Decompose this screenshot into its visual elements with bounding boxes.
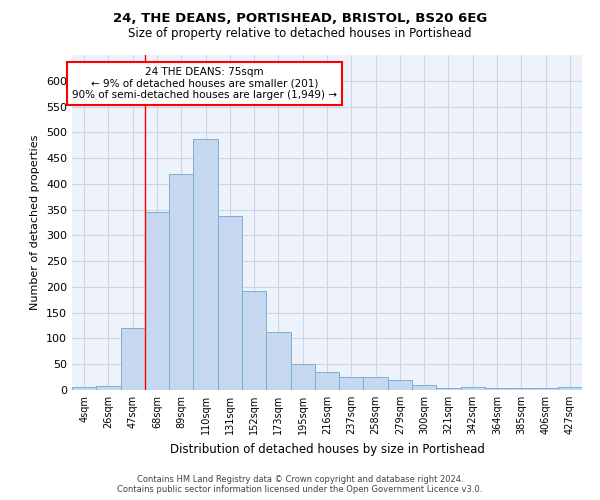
- Text: 24 THE DEANS: 75sqm
← 9% of detached houses are smaller (201)
90% of semi-detach: 24 THE DEANS: 75sqm ← 9% of detached hou…: [72, 66, 337, 100]
- Bar: [96, 386, 121, 390]
- Bar: [193, 139, 218, 390]
- Bar: [558, 388, 582, 390]
- Bar: [242, 290, 266, 390]
- Text: Size of property relative to detached houses in Portishead: Size of property relative to detached ho…: [128, 28, 472, 40]
- Bar: [461, 388, 485, 390]
- Bar: [509, 388, 533, 390]
- Bar: [533, 388, 558, 390]
- Bar: [315, 372, 339, 390]
- Bar: [290, 364, 315, 390]
- X-axis label: Distribution of detached houses by size in Portishead: Distribution of detached houses by size …: [170, 442, 484, 456]
- Bar: [145, 212, 169, 390]
- Text: Contains HM Land Registry data © Crown copyright and database right 2024.
Contai: Contains HM Land Registry data © Crown c…: [118, 474, 482, 494]
- Bar: [72, 388, 96, 390]
- Y-axis label: Number of detached properties: Number of detached properties: [31, 135, 40, 310]
- Bar: [339, 376, 364, 390]
- Bar: [266, 332, 290, 390]
- Bar: [436, 388, 461, 390]
- Bar: [412, 385, 436, 390]
- Bar: [218, 216, 242, 390]
- Bar: [169, 174, 193, 390]
- Text: 24, THE DEANS, PORTISHEAD, BRISTOL, BS20 6EG: 24, THE DEANS, PORTISHEAD, BRISTOL, BS20…: [113, 12, 487, 26]
- Bar: [364, 377, 388, 390]
- Bar: [121, 328, 145, 390]
- Bar: [388, 380, 412, 390]
- Bar: [485, 388, 509, 390]
